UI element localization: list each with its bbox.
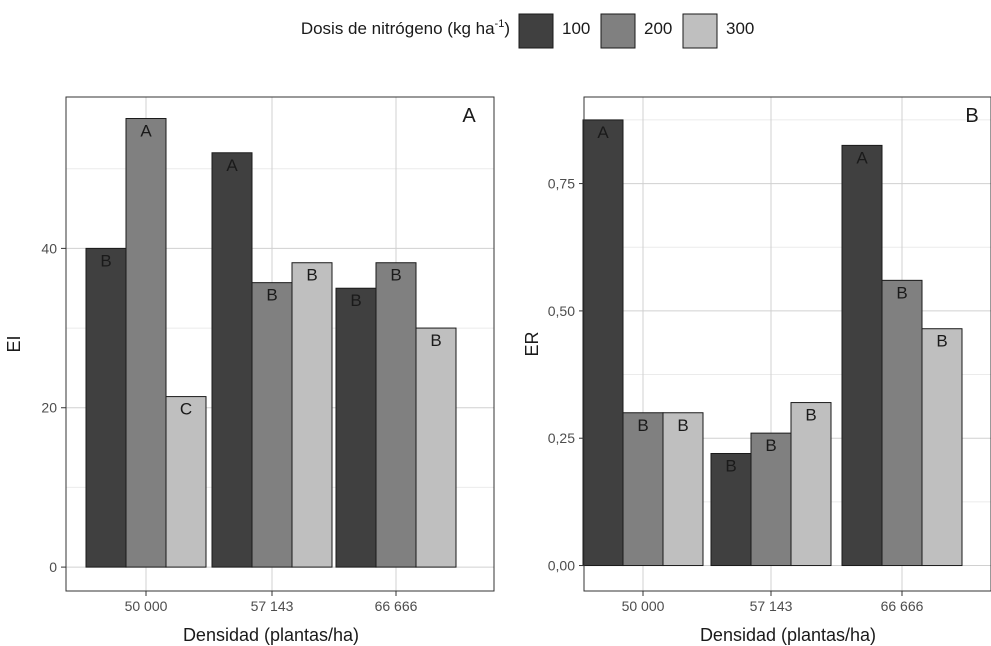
bar-label: B [350, 291, 361, 310]
bar-B-50000-200 [622, 412, 664, 567]
bar-label: B [306, 266, 317, 285]
x-tick-label: 57 143 [750, 598, 793, 614]
y-tick-label: 0,50 [548, 303, 575, 319]
y-tick-label: 0 [49, 559, 57, 575]
bar-label: A [597, 123, 609, 142]
panel-border [583, 96, 991, 592]
bar-B-66666-100 [841, 144, 883, 567]
bar-B-57143-100 [710, 452, 752, 567]
legend-label-100: 100 [562, 19, 590, 38]
bar-label: B [725, 456, 736, 475]
bar-label: B [266, 286, 277, 305]
bar-A-50000-100 [85, 247, 127, 568]
bar-label: B [390, 266, 401, 285]
y-tick-label: 40 [41, 240, 57, 256]
panel-A: B A B A B B C B B A 0 20 40 50 000 57 143 66 666 Densida… [4, 96, 495, 645]
panel-border [65, 96, 495, 592]
legend-swatch-300 [682, 13, 718, 49]
bar-B-66666-300 [921, 328, 963, 567]
bar-label: B [100, 251, 111, 270]
bar-label: B [430, 331, 441, 350]
legend-label-300: 300 [726, 19, 754, 38]
bar-A-50000-200 [125, 118, 167, 568]
bar-label: B [805, 406, 816, 425]
bar-B-57143-300 [790, 402, 832, 567]
x-tick-label: 57 143 [251, 598, 294, 614]
bar-label: B [677, 416, 688, 435]
x-tick-label: 50 000 [622, 598, 665, 614]
legend-swatch-100 [518, 13, 554, 49]
bar-label: B [637, 416, 648, 435]
bar-A-66666-100 [335, 287, 377, 568]
y-tick-label: 0,00 [548, 558, 575, 574]
bar-A-66666-200 [375, 262, 417, 568]
y-tick-label: 20 [41, 400, 57, 416]
y-axis-title: EI [4, 335, 24, 352]
y-tick-label: 0,75 [548, 176, 575, 192]
x-tick-label: 66 666 [375, 598, 418, 614]
legend-title: Dosis de nitrógeno (kg ha-1) [301, 18, 510, 38]
x-axis-title: Densidad (plantas/ha) [700, 625, 876, 645]
legend: Dosis de nitrógeno (kg ha-1) 100 200 300 [301, 13, 754, 49]
bar-label: A [856, 148, 868, 167]
bar-B-50000-300 [662, 412, 704, 567]
bar-label: B [765, 436, 776, 455]
panel-tag: A [462, 105, 476, 127]
bar-label: C [180, 400, 192, 419]
x-tick-label: 66 666 [881, 598, 924, 614]
bar-label: B [936, 332, 947, 351]
bar-A-50000-300 [165, 396, 207, 568]
bar-B-66666-200 [881, 279, 923, 567]
bar-B-50000-100 [582, 119, 624, 567]
panel-tag: B [965, 105, 978, 127]
y-axis-title: ER [522, 331, 542, 356]
bar-A-57143-200 [251, 282, 293, 568]
panel-B: A B A B B B B B B B 0,00 0,25 0,50 0,75 50 000 57 143 66… [522, 96, 991, 645]
legend-label-200: 200 [644, 19, 672, 38]
bar-label: A [226, 156, 238, 175]
bar-A-57143-300 [291, 262, 333, 568]
y-tick-label: 0,25 [548, 430, 575, 446]
bar-A-57143-100 [211, 152, 253, 568]
bar-B-57143-200 [750, 432, 792, 567]
bar-label: A [140, 122, 152, 141]
x-tick-label: 50 000 [125, 598, 168, 614]
legend-swatch-200 [600, 13, 636, 49]
bar-A-66666-300 [415, 327, 457, 568]
x-axis-title: Densidad (plantas/ha) [183, 625, 359, 645]
bar-label: B [896, 283, 907, 302]
